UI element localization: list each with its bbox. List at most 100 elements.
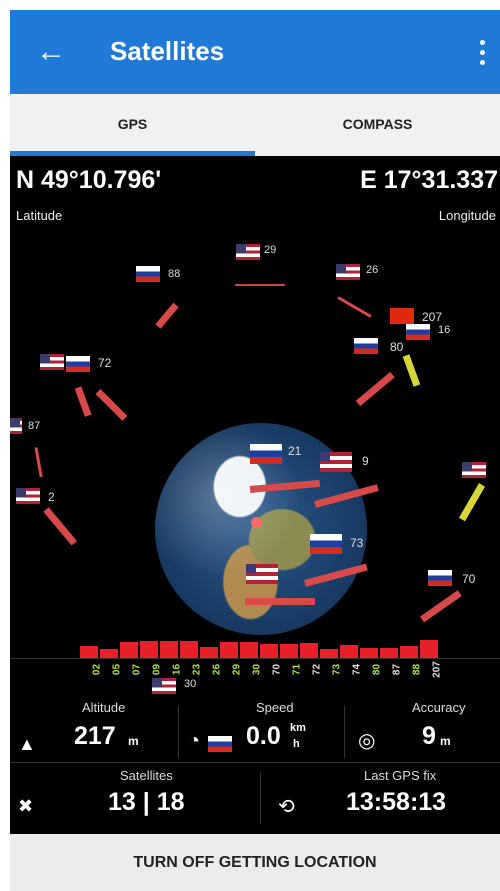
last-fix-value: 13:58:13 [346,788,447,816]
us-flag-icon [152,678,176,694]
prn-label: 16 [171,663,183,676]
last-fix-label: Last GPS fix [364,768,437,783]
latitude-label: Latitude [16,208,63,223]
prn-label: 207 [431,661,443,678]
signal-bar [340,645,358,658]
turn-off-location-button[interactable]: TURN OFF GETTING LOCATION [10,834,500,891]
satellite-trail [337,296,372,318]
speed-label: Speed [256,700,294,715]
russia-flag-icon [406,324,430,340]
russia-flag-icon [354,338,378,354]
signal-bar [120,642,138,658]
prn-label: 05 [111,663,123,676]
signal-bar [160,641,178,658]
signal-bar [180,641,198,658]
satellite-trail [419,590,462,623]
satellite-trail [34,447,43,478]
signal-bar [220,642,238,658]
russia-flag-icon [310,534,342,554]
more-vertical-icon[interactable] [480,40,486,70]
tab-bar: GPS COMPASS [10,94,500,157]
us-flag-icon [40,354,64,370]
satellites-value: 13 | 18 [108,788,185,816]
signal-bar [380,648,398,658]
signal-bar [320,649,338,658]
latitude-value: N 49°10.796' [16,166,162,194]
divider [178,706,179,758]
clock-history-icon: ⟲ [278,796,295,818]
accuracy-value: 9 [422,722,436,750]
signal-bar [300,643,318,658]
prn-label: 73 [331,663,343,676]
satellite-trail [43,507,77,546]
divider [10,658,500,659]
satellite-trail [95,389,128,421]
prn-label: 30 [251,663,263,676]
speedometer-icon: ◔ [188,730,201,752]
prn-label: 23 [191,663,203,676]
prn-label: 71 [291,663,303,676]
signal-bar [280,644,298,658]
us-flag-icon [246,564,278,584]
speed-unit-top: km [290,722,306,734]
prn-label: 26 [211,663,223,676]
longitude-value: E 17°31.337 [360,166,498,194]
current-location-marker [251,517,262,528]
prn-label: 72 [311,663,323,676]
satellite-trail [245,598,315,605]
signal-bar [200,647,218,658]
speed-value: 0.0 [246,722,281,750]
signal-bar [140,641,158,658]
tab-compass[interactable]: COMPASS [342,116,413,132]
tab-gps[interactable]: GPS [10,94,255,156]
signal-strength-bars [80,630,450,658]
prn-label: 09 [151,663,163,676]
page-title: Satellites [110,36,225,66]
prn-label: 80 [371,663,383,676]
prn-label: 88 [411,663,423,676]
us-flag-icon [16,488,40,504]
signal-bar [240,642,258,658]
divider [10,762,500,763]
signal-bar [360,648,378,658]
gps-stats-panel: ▲ Altitude 217 m ◔ Speed 0.0 km h ◎ Accu… [10,696,500,834]
signal-bar [400,646,418,658]
prn-label: 70 [271,663,283,676]
signal-bar [420,640,438,658]
satellite-sky-view: N 49°10.796' Latitude E 17°31.337 Longit… [10,156,500,834]
satellite-trail [74,386,92,417]
altitude-unit: m [128,734,139,748]
target-icon: ◎ [358,730,376,752]
signal-bar [100,649,118,658]
accuracy-label: Accuracy [412,700,466,715]
accuracy-unit: m [440,734,451,748]
prn-label: 74 [351,663,363,676]
divider [344,706,345,758]
russia-flag-icon [136,266,160,282]
longitude-label: Longitude [438,208,496,223]
altitude-value: 217 [74,722,116,750]
back-arrow-icon[interactable]: ← [36,35,66,68]
prn-label: 02 [91,663,103,676]
prn-label: 07 [131,663,143,676]
satellites-label: Satellites [120,768,173,783]
satellite-trail [235,284,285,286]
speed-unit-bottom: h [293,738,300,750]
signal-bar [80,646,98,658]
satellite-icon: ✖ [18,796,34,816]
signal-bar [260,644,278,658]
prn-label: 87 [391,663,403,676]
china-flag-icon [390,308,414,324]
satellite-trail [355,371,395,407]
app-bar: ← Satellites [10,10,500,94]
russia-flag-icon [66,356,90,372]
us-flag-icon [236,244,260,260]
us-flag-icon [320,452,352,472]
satellite-trail [155,302,179,329]
satellite-trail [402,354,421,387]
altitude-label: Altitude [82,700,126,715]
russia-flag-icon [428,570,452,586]
us-flag-icon [336,264,360,280]
russia-flag-icon [208,736,232,752]
prn-label: 29 [231,663,243,676]
